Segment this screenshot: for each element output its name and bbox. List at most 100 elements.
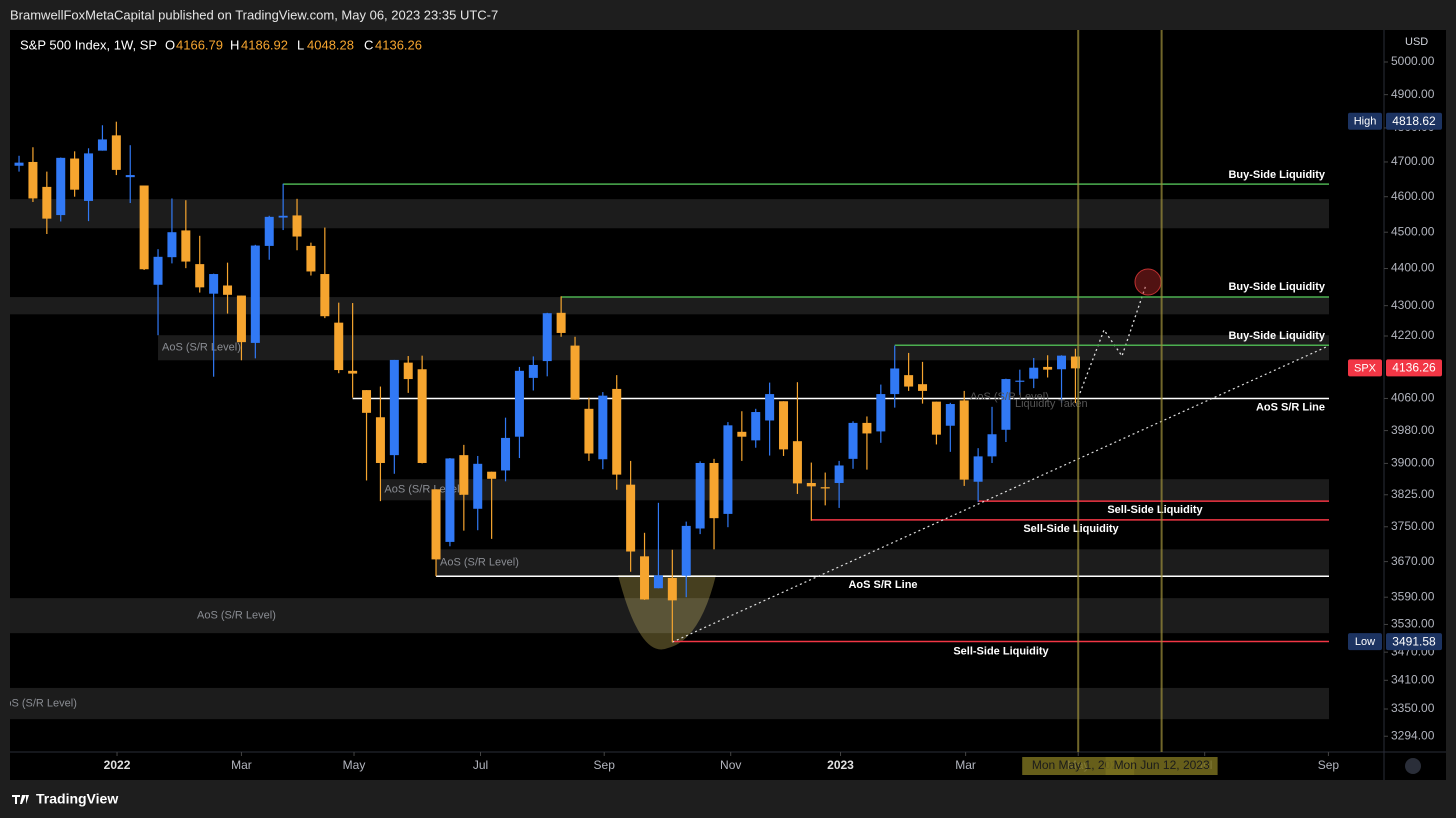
candle-body: [14, 162, 24, 166]
last-tag: SPX: [1354, 362, 1377, 374]
candle-body: [918, 384, 928, 391]
candle-body: [876, 394, 886, 432]
candle-body: [70, 158, 80, 190]
brand: TradingView: [36, 791, 118, 807]
level-label: AoS S/R Line: [848, 579, 917, 591]
candle-body: [570, 345, 580, 400]
candle-body: [334, 322, 344, 371]
ohlc-value: 4048.28: [307, 37, 354, 52]
candle-body: [834, 465, 844, 483]
candle-body: [42, 186, 52, 219]
low-value-box: [1386, 633, 1442, 651]
last-tag-box: [1348, 359, 1382, 377]
x-tick-label: Mar: [231, 758, 252, 772]
date-tag: [1105, 757, 1218, 775]
candle-body: [306, 245, 316, 272]
y-tick-label: 3750.00: [1391, 519, 1435, 533]
candle-body: [681, 525, 691, 576]
candle-body: [459, 455, 469, 495]
candle-body: [1057, 355, 1067, 370]
candle-body: [56, 157, 66, 216]
sr-zone: [10, 598, 1329, 634]
auto-scale-button[interactable]: [1405, 758, 1421, 774]
y-tick-label: 4060.00: [1391, 391, 1435, 405]
last-value-box: [1386, 359, 1442, 377]
brand-logo: [12, 795, 29, 804]
high-tag: High: [1354, 116, 1377, 128]
candle-body: [28, 161, 38, 199]
candle-body: [848, 422, 858, 459]
candle-body: [403, 362, 413, 380]
level-label: Buy-Side Liquidity: [1228, 281, 1325, 293]
candle-body: [584, 408, 594, 454]
candle-body: [111, 135, 121, 170]
candle-body: [181, 230, 191, 262]
candle-body: [473, 463, 483, 509]
ohlc-letter: C: [364, 37, 373, 52]
date-tag-label: Mon May 1, 2023: [1032, 758, 1125, 772]
candle-body: [959, 400, 969, 480]
candle-body: [1015, 380, 1025, 382]
x-tick-label: Jul: [473, 758, 488, 772]
x-tick-label: 2023: [827, 758, 854, 772]
y-tick-label: 4300.00: [1391, 298, 1435, 312]
candle-body: [640, 556, 650, 600]
zone-label: AoS (S/R Level): [440, 557, 519, 569]
x-tick-label: Mar: [955, 758, 976, 772]
y-tick-label: 4220.00: [1391, 328, 1435, 342]
level-label: Sell-Side Liquidity: [1107, 504, 1203, 516]
candle-body: [904, 375, 914, 387]
projection-path: [1079, 284, 1147, 394]
candle-body: [667, 577, 677, 601]
candle-body: [153, 256, 163, 285]
low-tag: Low: [1355, 636, 1375, 648]
candle-body: [278, 215, 288, 218]
candle-body: [389, 359, 399, 456]
level-label: Buy-Side Liquidity: [1228, 330, 1325, 342]
candle-body: [945, 404, 955, 426]
x-tick-label: Sep: [594, 758, 616, 772]
zone-label: AoS (S/R Level): [384, 484, 463, 496]
candle-body: [417, 369, 427, 463]
candle-body: [209, 274, 219, 294]
candle-body: [236, 295, 246, 343]
candle-body: [792, 441, 802, 484]
sr-zone: [10, 199, 1329, 229]
candle-body: [751, 412, 761, 441]
sr-zone: [380, 479, 1329, 501]
ohlc-letter: L: [297, 37, 304, 52]
x-tick-label: Nov: [720, 758, 741, 772]
level-label: Buy-Side Liquidity: [1228, 169, 1325, 181]
faint-label: Liquidity Taken: [1015, 398, 1088, 410]
sr-zone: [436, 549, 1329, 577]
candle-body: [806, 482, 816, 487]
candle-body: [695, 462, 705, 529]
candle-body: [987, 434, 997, 457]
y-tick-label: 4500.00: [1391, 224, 1435, 238]
candle-body: [723, 425, 733, 514]
y-tick-label: 3980.00: [1391, 423, 1435, 437]
y-tick-label: 3530.00: [1391, 617, 1435, 631]
candle-body: [1070, 356, 1080, 369]
candle-body: [779, 401, 789, 450]
target-circle: [1134, 268, 1162, 296]
candle-body: [84, 153, 94, 201]
x-tick-label: 2022: [104, 758, 131, 772]
y-tick-label: 3590.00: [1391, 589, 1435, 603]
ohlc-value: 4166.79: [176, 37, 223, 52]
candle-body: [626, 484, 636, 552]
candle-body: [820, 487, 830, 489]
level-label: Sell-Side Liquidity: [953, 645, 1049, 657]
low-tag-box: [1348, 633, 1382, 651]
low-value: 3491.58: [1392, 634, 1436, 648]
currency: USD: [1405, 36, 1428, 48]
candle-body: [375, 417, 385, 463]
candle-body: [890, 368, 900, 395]
sr-zone: [158, 335, 1329, 361]
candle-body: [765, 394, 775, 421]
candle-body: [653, 575, 663, 589]
date-tag-label: Mon Jun 12, 2023: [1114, 758, 1210, 772]
high-value-box: [1386, 112, 1442, 130]
candle-body: [195, 264, 205, 288]
